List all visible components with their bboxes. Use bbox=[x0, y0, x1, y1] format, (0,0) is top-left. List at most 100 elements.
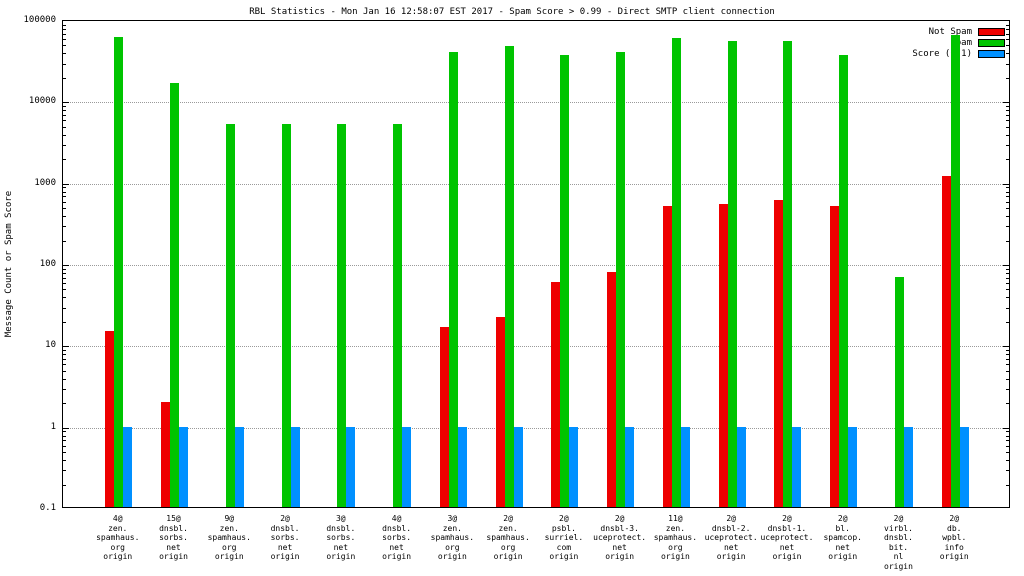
axis-tickmark bbox=[63, 33, 66, 35]
axis-tickmark bbox=[1003, 183, 1009, 185]
axis-tickmark bbox=[1006, 33, 1009, 35]
axis-tickmark bbox=[1006, 159, 1009, 161]
x-category-label-10: 11@ zen. spamhaus. org origin bbox=[653, 514, 698, 561]
axis-tickmark bbox=[63, 53, 66, 55]
axis-tickmark bbox=[63, 268, 66, 270]
y-tick-label: 10000 bbox=[28, 96, 56, 107]
axis-tickmark bbox=[63, 201, 66, 203]
axis-tickmark bbox=[63, 226, 66, 228]
axis-tickmark bbox=[1006, 283, 1009, 285]
axis-tickmark bbox=[1006, 201, 1009, 203]
axis-tickmark bbox=[63, 126, 66, 128]
legend-swatch bbox=[978, 38, 1005, 47]
axis-tickmark bbox=[63, 445, 66, 447]
axis-tickmark bbox=[63, 265, 69, 266]
bar-not-spam-1 bbox=[161, 402, 171, 507]
bar-spam-12 bbox=[783, 41, 793, 507]
bar-score-0-1--10 bbox=[680, 426, 690, 507]
axis-tickmark bbox=[1006, 403, 1009, 405]
bar-score-0-1--7 bbox=[513, 426, 523, 507]
x-category-label-0: 4@ zen. spamhaus. org origin bbox=[96, 514, 140, 561]
bar-score-0-1--4 bbox=[346, 426, 356, 507]
axis-tickmark bbox=[63, 364, 66, 366]
axis-tickmark bbox=[63, 63, 66, 65]
bar-score-0-1--6 bbox=[457, 426, 467, 507]
bar-not-spam-10 bbox=[662, 205, 672, 507]
axis-tickmark bbox=[1003, 427, 1009, 429]
legend-swatch bbox=[978, 27, 1005, 36]
axis-tickmark bbox=[63, 159, 66, 161]
axis-tickmark bbox=[1006, 187, 1009, 189]
axis-tickmark bbox=[63, 378, 66, 380]
bar-not-spam-13 bbox=[830, 205, 840, 507]
x-category-label-15: 2@ db. wpbl. info origin bbox=[939, 514, 969, 561]
gridline-y-1000 bbox=[63, 183, 1009, 185]
legend-swatch bbox=[978, 49, 1005, 58]
axis-tickmark bbox=[1006, 435, 1009, 437]
bar-score-0-1--1 bbox=[179, 426, 189, 507]
x-category-label-12: 2@ dnsbl-1. uceprotect. net origin bbox=[760, 514, 814, 561]
axis-tickmark bbox=[1006, 45, 1009, 47]
axis-tickmark bbox=[1006, 196, 1009, 198]
axis-tickmark bbox=[1006, 354, 1009, 356]
axis-tickmark bbox=[1006, 484, 1009, 486]
axis-tickmark bbox=[63, 403, 66, 405]
axis-tickmark bbox=[63, 24, 66, 26]
axis-tickmark bbox=[63, 183, 69, 185]
axis-tickmark bbox=[63, 191, 66, 193]
bar-not-spam-0 bbox=[105, 331, 115, 507]
x-category-label-14: 2@ virbl. dnsbl. bit. nl origin bbox=[884, 514, 913, 571]
axis-tickmark bbox=[63, 484, 66, 486]
axis-tickmark bbox=[1006, 268, 1009, 270]
y-tick-label: 100000 bbox=[23, 15, 56, 25]
axis-tickmark bbox=[1006, 289, 1009, 291]
bar-spam-8 bbox=[560, 55, 570, 507]
legend-label: Spam bbox=[950, 37, 972, 48]
bar-spam-14 bbox=[894, 276, 904, 507]
bar-not-spam-8 bbox=[551, 282, 561, 507]
axis-tickmark bbox=[1006, 216, 1009, 218]
axis-tickmark bbox=[63, 321, 66, 323]
axis-tickmark bbox=[1006, 297, 1009, 299]
bar-score-0-1--5 bbox=[402, 426, 412, 507]
x-category-label-7: 2@ zen. spamhaus. org origin bbox=[486, 514, 530, 561]
axis-tickmark bbox=[63, 427, 69, 429]
bar-spam-5 bbox=[393, 124, 403, 507]
axis-tickmark bbox=[63, 470, 66, 472]
axis-tickmark bbox=[63, 283, 66, 285]
axis-tickmark bbox=[63, 358, 66, 360]
axis-tickmark bbox=[63, 196, 66, 198]
axis-tickmark bbox=[1006, 144, 1009, 146]
y-tick-label: 1000 bbox=[34, 177, 56, 188]
bar-not-spam-11 bbox=[718, 203, 728, 507]
bar-not-spam-12 bbox=[774, 199, 784, 507]
x-category-label-8: 2@ psbl. surriel. com origin bbox=[544, 514, 584, 561]
bar-score-0-1--13 bbox=[848, 426, 858, 507]
legend: Not Spam Spam Score (0.1) bbox=[912, 26, 1005, 59]
axis-tickmark bbox=[63, 28, 66, 30]
axis-tickmark bbox=[1006, 272, 1009, 274]
axis-tickmark bbox=[1006, 134, 1009, 136]
y-tick-label: 10 bbox=[45, 340, 56, 351]
bar-spam-6 bbox=[448, 52, 458, 507]
axis-tickmark bbox=[63, 110, 66, 112]
x-category-label-6: 3@ zen. spamhaus. org origin bbox=[430, 514, 475, 561]
plot-area: Not Spam Spam Score (0.1) bbox=[62, 20, 1010, 508]
axis-tickmark bbox=[1006, 53, 1009, 55]
axis-tickmark bbox=[63, 102, 69, 104]
bar-spam-4 bbox=[337, 124, 347, 507]
axis-tickmark bbox=[63, 297, 66, 299]
axis-tickmark bbox=[63, 350, 66, 352]
axis-tickmark bbox=[1006, 358, 1009, 360]
bar-not-spam-7 bbox=[495, 317, 505, 507]
axis-tickmark bbox=[1006, 240, 1009, 242]
axis-tickmark bbox=[63, 440, 66, 442]
axis-tickmark bbox=[1006, 39, 1009, 41]
bar-not-spam-9 bbox=[607, 271, 617, 507]
gridline-y-10000 bbox=[63, 102, 1009, 104]
x-category-label-3: 2@ dnsbl. sorbs. net origin bbox=[270, 514, 300, 561]
legend-row: Spam bbox=[912, 37, 1005, 48]
axis-tickmark bbox=[63, 307, 66, 309]
bar-spam-0 bbox=[114, 36, 124, 507]
x-category-label-1: 15@ dnsbl. sorbs. net origin bbox=[159, 514, 188, 561]
